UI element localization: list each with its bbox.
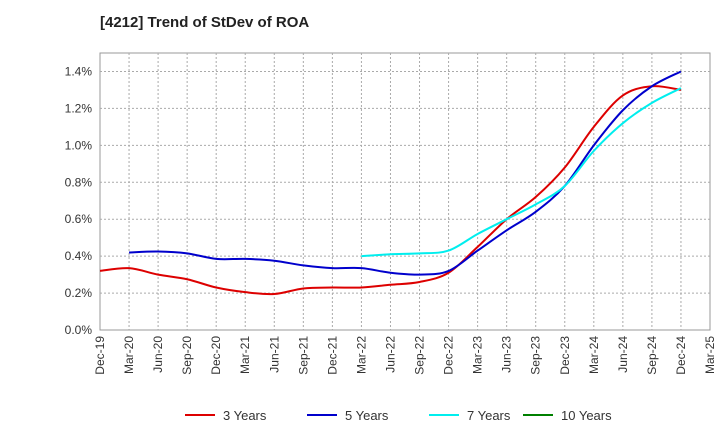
y-tick-label: 0.8% <box>65 175 93 189</box>
plot-area <box>99 52 711 331</box>
chart-title: [4212] Trend of StDev of ROA <box>100 14 310 31</box>
x-tick-label: Mar-24 <box>587 336 601 374</box>
legend-label-10-years: 10 Years <box>561 408 612 423</box>
legend-label-5-years: 5 Years <box>345 408 389 423</box>
x-tick-label: Dec-23 <box>558 336 572 375</box>
grid-layer <box>99 52 711 331</box>
y-tick-label: 0.6% <box>65 212 93 226</box>
y-tick-label: 1.2% <box>65 101 93 115</box>
x-tick-label: Jun-21 <box>267 336 281 373</box>
series-line-7-years <box>361 87 682 258</box>
x-tick-label: Jun-23 <box>500 336 514 373</box>
series-line-3-years <box>99 85 682 296</box>
x-tick-label: Mar-20 <box>122 336 136 374</box>
x-tick-label: Mar-25 <box>703 336 717 374</box>
y-tick-label: 0.2% <box>65 286 93 300</box>
x-tick-label: Sep-22 <box>413 336 427 375</box>
x-tick-label: Dec-19 <box>93 336 107 375</box>
y-tick-label: 1.0% <box>65 138 93 152</box>
x-tick-label: Jun-24 <box>616 336 630 373</box>
x-tick-label: Dec-20 <box>209 336 223 375</box>
y-tick-label: 1.4% <box>65 64 93 78</box>
x-tick-label: Mar-21 <box>238 336 252 374</box>
series-line-5-years <box>129 70 682 276</box>
series-layer <box>99 70 682 296</box>
x-tick-label: Jun-20 <box>151 336 165 373</box>
x-tick-label: Sep-23 <box>529 336 543 375</box>
y-tick-label: 0.0% <box>65 323 93 337</box>
legend-label-7-years: 7 Years <box>467 408 511 423</box>
x-tick-label: Dec-24 <box>674 336 688 375</box>
x-tick-label: Sep-24 <box>645 336 659 375</box>
legend: 3 Years 5 Years 7 Years 10 Years <box>185 408 612 423</box>
y-tick-label: 0.4% <box>65 249 93 263</box>
x-tick-label: Sep-20 <box>180 336 194 375</box>
x-tick-label: Jun-22 <box>383 336 397 373</box>
x-tick-label: Sep-21 <box>296 336 310 375</box>
x-tick-label: Dec-22 <box>442 336 456 375</box>
x-tick-label: Mar-23 <box>471 336 485 374</box>
x-tick-label: Mar-22 <box>354 336 368 374</box>
legend-label-3-years: 3 Years <box>223 408 267 423</box>
x-tick-label: Dec-21 <box>325 336 339 375</box>
axis-layer: Dec-19 Mar-20 Jun-20 Sep-20 Dec-20 Mar-21 Jun-… <box>65 64 717 374</box>
